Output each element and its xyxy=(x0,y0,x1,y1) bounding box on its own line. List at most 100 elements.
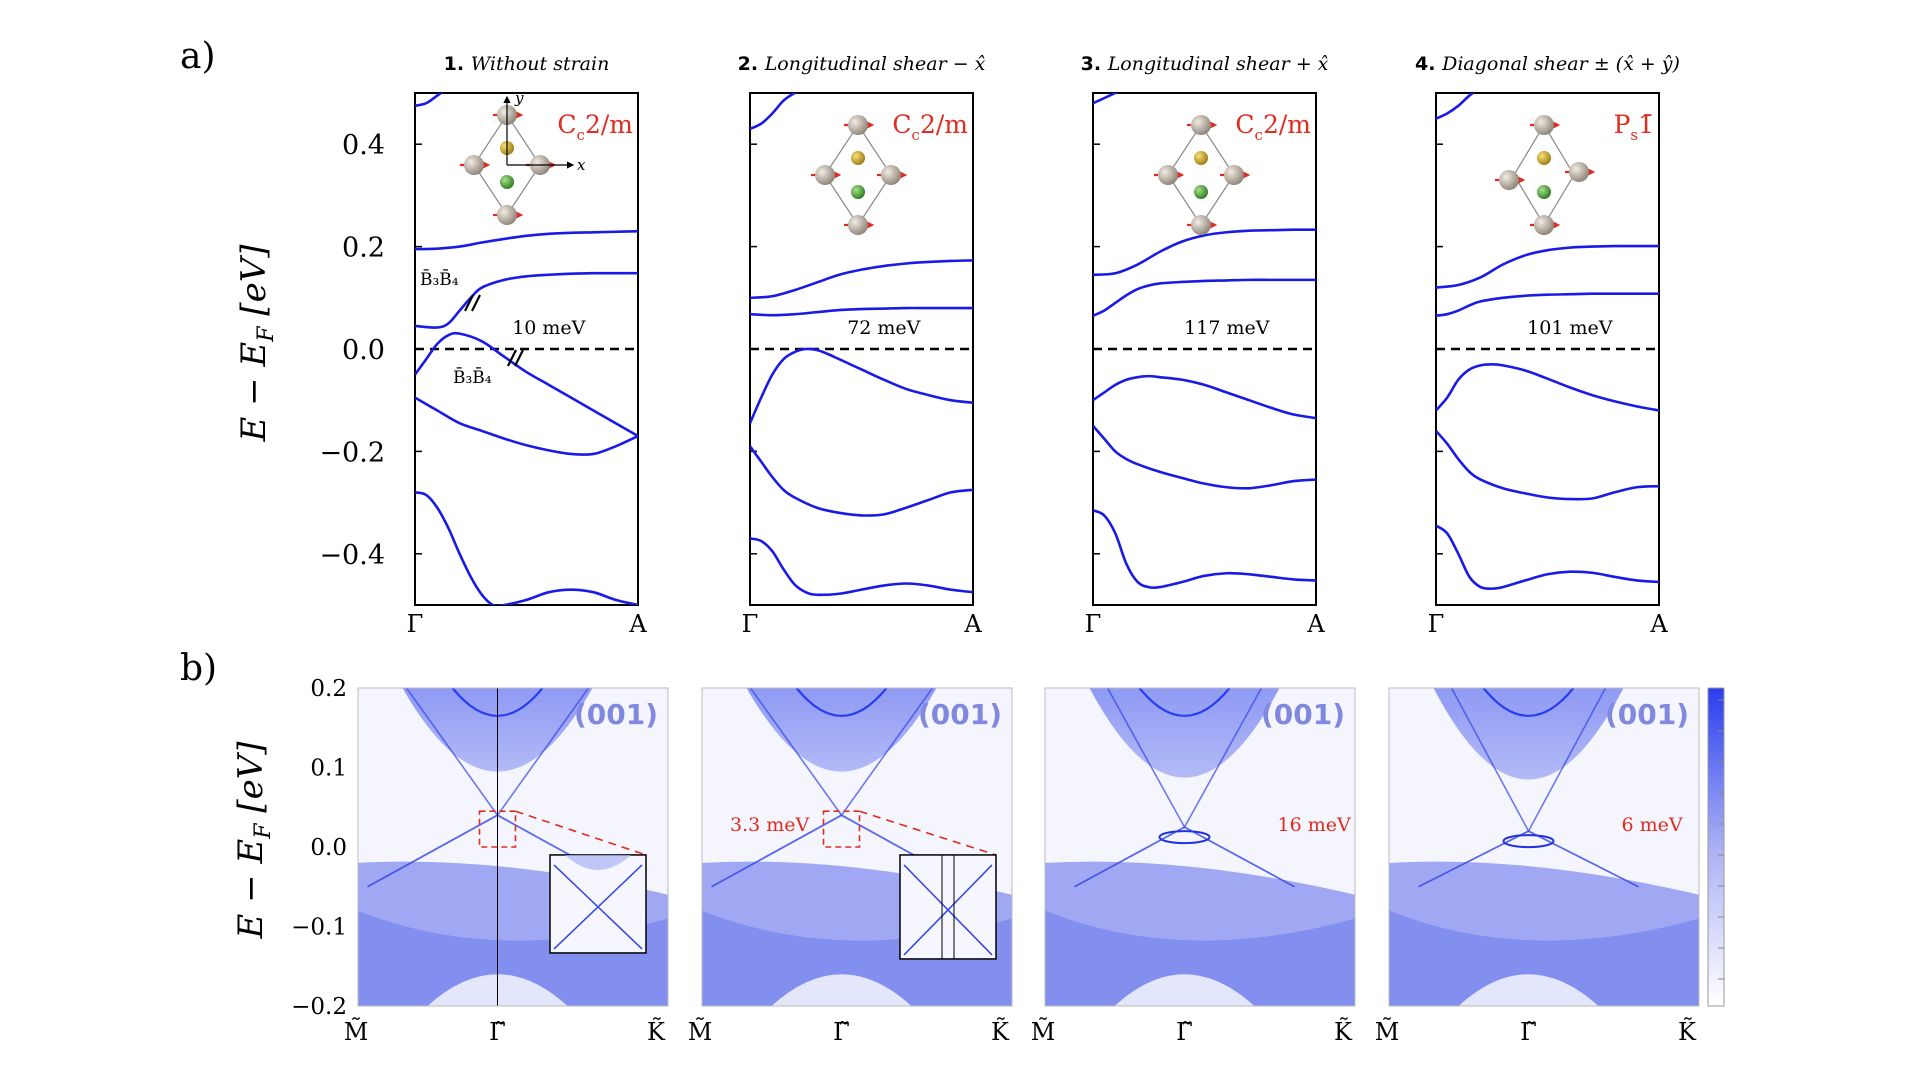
crossing-mark xyxy=(507,349,517,367)
band-line-4 xyxy=(415,331,638,438)
x-label-k: K̃ xyxy=(1678,1018,1697,1046)
atom-green xyxy=(851,185,865,199)
band-subplot-4: 4. Diagonal shear ± (x̂ + ŷ) Γ A 101 meV Ps1… xyxy=(1415,53,1680,638)
atom-grey xyxy=(1158,165,1178,185)
y-tick-label: 0.2 xyxy=(310,676,347,702)
atom-green xyxy=(1194,185,1208,199)
band-line-5 xyxy=(1436,430,1659,501)
space-group-rest: 2/m xyxy=(920,110,968,139)
subplot-title-number: 2. xyxy=(738,53,765,75)
atom-grey xyxy=(1534,215,1554,235)
y-tick-label: 0.1 xyxy=(310,756,347,782)
band-line-2 xyxy=(1093,228,1316,277)
atom-grey xyxy=(848,215,868,235)
atom-green xyxy=(1537,185,1551,199)
band-line-5 xyxy=(415,396,638,456)
subplot-title-text: Without strain xyxy=(471,53,610,75)
bulk-valence-deep xyxy=(358,910,668,1006)
ylabel-a: E − EF [eV] xyxy=(234,244,279,443)
x-label-a: A xyxy=(963,610,982,638)
x-axis-letter: x xyxy=(577,156,586,174)
space-group-letter: C xyxy=(1235,110,1254,139)
surface-frame xyxy=(1044,687,1356,1007)
band-line-3 xyxy=(750,306,973,317)
surface-label: (001) xyxy=(1605,698,1689,731)
x-label-gamma: Γ̃ xyxy=(833,1018,850,1046)
band-line-4 xyxy=(1436,363,1659,412)
band-line-4 xyxy=(750,347,973,424)
x-label-k: K̃ xyxy=(1334,1018,1353,1046)
gap-opening xyxy=(1158,830,1211,845)
y-tick-label: −0.4 xyxy=(319,540,385,571)
y-tick-label: 0.2 xyxy=(342,233,385,264)
bands xyxy=(1436,93,1659,590)
y-axis-letter: y xyxy=(514,89,524,107)
band-line-3 xyxy=(1436,292,1659,318)
bulk-conduction-cone xyxy=(746,688,937,772)
b-yticks: 0.2 0.1 0.0 −0.1 −0.2 xyxy=(291,676,347,1020)
surface-subplot-2: (001) 3.3 meV M̃ Γ̃ K̃ xyxy=(688,687,1013,1046)
atom-grey xyxy=(1224,165,1244,185)
surface-subplot-3: (001) 16 meV M̃ Γ̃ K̃ xyxy=(1031,687,1356,1046)
subplot-title-text: Diagonal shear xyxy=(1441,53,1589,75)
surface-label: (001) xyxy=(918,698,1002,731)
surface-subplot-4: (001) 6 meV M̃ Γ̃ K̃ xyxy=(1375,687,1700,1046)
space-group-sub: c xyxy=(577,126,585,144)
subplot-title-text: Longitudinal shear xyxy=(764,53,949,75)
surface-label: (001) xyxy=(574,698,658,731)
space-group-label: Cc2/m xyxy=(1235,110,1311,144)
gap-opening xyxy=(1502,834,1555,849)
a-yticks: 0.4 0.2 0.0 −0.2 −0.4 xyxy=(319,130,385,571)
band-line-2 xyxy=(1436,244,1659,289)
subplot-title-number: 1. xyxy=(444,53,471,75)
inset-band xyxy=(553,864,643,950)
subplot-title: 2. Longitudinal shear − x̂ xyxy=(738,53,986,75)
x-label-a: A xyxy=(1306,610,1325,638)
subplot-title: 1. Without strain xyxy=(444,53,610,75)
gap-label: 72 meV xyxy=(847,317,920,339)
surface-state-cross xyxy=(1106,688,1263,829)
atom-grey xyxy=(1191,215,1211,235)
atom-grey xyxy=(815,165,835,185)
x-label-gamma: Γ xyxy=(1428,610,1445,638)
crystal-structure-inset: yx xyxy=(460,89,586,225)
bands xyxy=(750,93,973,597)
zoom-box xyxy=(822,810,861,848)
space-group-rest: 2/m xyxy=(1263,110,1311,139)
subplot-title-symbol: + x̂ xyxy=(1290,53,1329,75)
atom-grey xyxy=(848,115,868,135)
bulk-conduction-cone xyxy=(1433,688,1624,780)
band-subplot-2: 2. Longitudinal shear − x̂ Γ A 72 meV Cc2/m xyxy=(738,53,986,638)
x-label-m: M̃ xyxy=(688,1018,713,1046)
surface-panels: (001) M̃ Γ̃ K̃ (001) 3.3 meV M̃ Γ̃ K̃ (001) 16 meV… xyxy=(344,687,1700,1046)
atom-grey xyxy=(497,205,517,225)
atom-gold xyxy=(851,151,865,165)
gap-label: 3.3 meV xyxy=(730,814,810,836)
space-group-sub: c xyxy=(1255,126,1263,144)
crystal-structure-inset xyxy=(1154,115,1251,235)
space-group-sub: s xyxy=(1630,126,1638,144)
space-group-label: Cc2/m xyxy=(892,110,968,144)
gap-label: 101 meV xyxy=(1527,317,1613,339)
band-line-1 xyxy=(750,93,798,131)
band-line-1 xyxy=(1436,93,1476,120)
x-label-gamma: Γ xyxy=(742,610,759,638)
atom-gold xyxy=(1194,151,1208,165)
panel-b-label: b) xyxy=(180,648,217,689)
gap-label: 16 meV xyxy=(1278,814,1351,836)
band-line-2 xyxy=(415,229,638,251)
inset-band xyxy=(903,864,993,956)
band-line-3 xyxy=(1093,278,1316,317)
x-label-gamma: Γ xyxy=(407,610,424,638)
band-line-6 xyxy=(415,491,638,605)
band-line-5 xyxy=(1093,424,1316,490)
subplot-title-symbol: − x̂ xyxy=(947,53,986,75)
x-label-m: M̃ xyxy=(344,1018,369,1046)
crossing-mark xyxy=(471,294,481,312)
band-line-6 xyxy=(750,537,973,597)
crystal-structure-inset xyxy=(811,115,908,235)
band-line-6 xyxy=(1093,509,1316,590)
atom-grey xyxy=(881,165,901,185)
surface-frame xyxy=(701,687,1013,1007)
subplot-title-text: Longitudinal shear xyxy=(1107,53,1292,75)
